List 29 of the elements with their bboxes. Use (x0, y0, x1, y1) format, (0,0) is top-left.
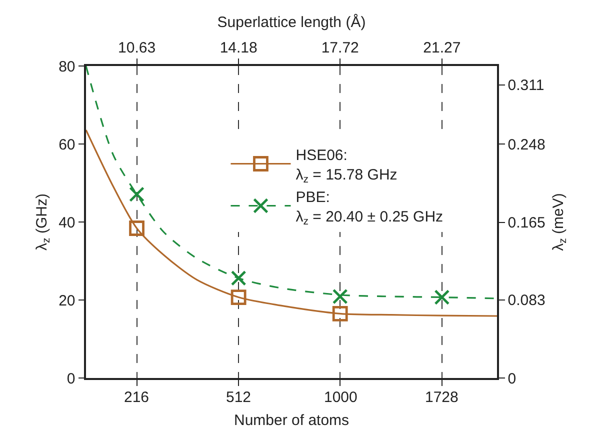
point (129, 186, 144, 202)
y-tick-label: 0 (66, 370, 76, 388)
y2-tick-label: 0.311 (508, 77, 544, 94)
legend-label: PBE: λ$_{z}$ = 20.40 ± 0.25 GHz (296, 188, 444, 228)
point (230, 290, 246, 305)
y-tick-label: 40 (58, 214, 76, 232)
x-tick-label: 21.27 (423, 39, 461, 56)
point (230, 270, 246, 286)
point (332, 288, 348, 304)
x-tick-label: 14.18 (220, 39, 258, 56)
y-tick-label: 80 (58, 58, 76, 76)
y-tick-label: 60 (58, 136, 76, 154)
annotation: 1000 (324, 389, 358, 406)
y2-tick-label: 0 (508, 370, 516, 388)
y2-tick-label: 0.248 (508, 136, 546, 154)
annotation: 216 (124, 389, 150, 406)
x-tick-label: 17.72 (321, 39, 359, 56)
y2-tick-label: 0.083 (508, 292, 546, 310)
x-tick-label: 10.63 (118, 39, 156, 56)
annotation: 512 (226, 389, 252, 406)
point (129, 220, 144, 236)
y2-tick-label: 0.165 (508, 214, 546, 232)
point (434, 290, 450, 305)
y-tick-label: 20 (58, 292, 76, 310)
x-axis-title: Superlattice length (Å) (217, 13, 366, 31)
point (332, 306, 348, 322)
annotation: 1728 (425, 389, 458, 406)
text: Number of atoms (234, 412, 350, 429)
legend-label: HSE06: λ$_{z}$ = 15.78 GHz (296, 146, 398, 186)
